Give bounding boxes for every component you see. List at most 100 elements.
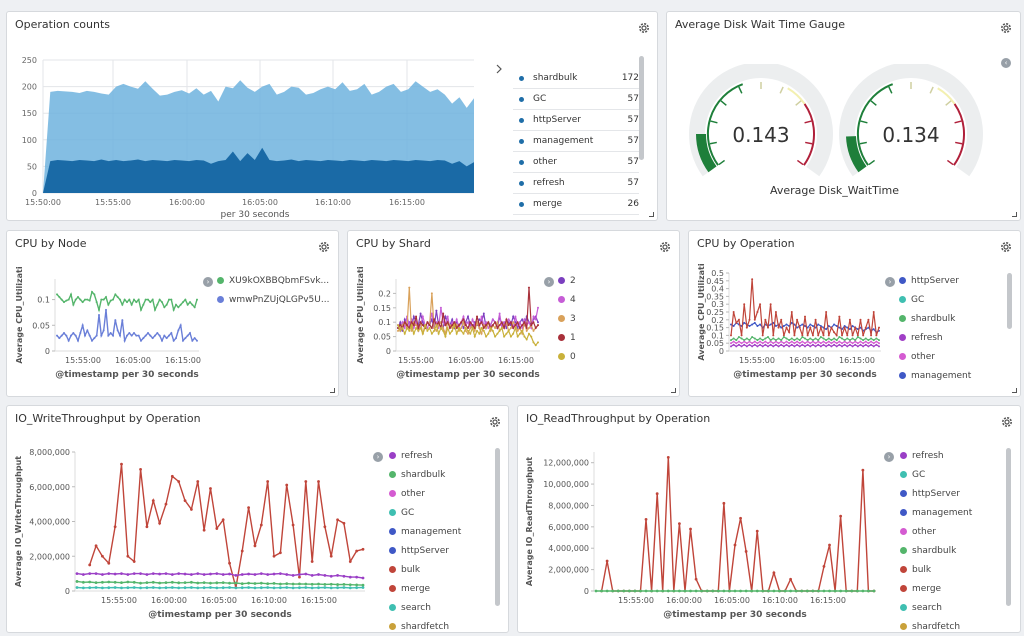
data-point: [501, 327, 503, 329]
data-point: [422, 315, 424, 317]
legend-scrollbar[interactable]: [495, 448, 500, 606]
data-point: [460, 321, 462, 323]
legend-item[interactable]: shardbulk: [900, 541, 1005, 560]
x-tick-label: 16:05:00: [115, 356, 151, 365]
legend-scrollbar[interactable]: [1007, 273, 1012, 329]
legend-item[interactable]: merge: [389, 579, 494, 598]
gear-icon[interactable]: [637, 21, 651, 35]
data-point: [786, 341, 788, 343]
legend-item[interactable]: wmwPnZUjQLGPv5U...: [217, 290, 335, 309]
legend-item[interactable]: refresh: [899, 328, 999, 347]
data-point: [873, 342, 875, 344]
legend-toggle-icon[interactable]: ›: [544, 277, 554, 287]
legend-item[interactable]: 1: [558, 328, 638, 347]
resize-handle[interactable]: [330, 388, 335, 393]
legend-item[interactable]: GC: [899, 290, 999, 309]
chevron-right-icon[interactable]: [495, 64, 503, 74]
gear-icon[interactable]: [999, 240, 1013, 254]
legend-item[interactable]: merge: [900, 579, 1005, 598]
data-point: [825, 311, 827, 313]
data-point: [743, 303, 745, 305]
legend-item[interactable]: other: [899, 347, 999, 366]
legend-item[interactable]: other: [900, 522, 1005, 541]
legend-item[interactable]: httpServer: [900, 484, 1005, 503]
legend-toggle-icon[interactable]: ›: [203, 277, 213, 287]
legend-item[interactable]: GC: [900, 465, 1005, 484]
gear-icon[interactable]: [999, 21, 1013, 35]
legend-item[interactable]: bulk: [900, 560, 1005, 579]
legend-item[interactable]: search: [389, 598, 494, 617]
resize-handle[interactable]: [1012, 212, 1017, 217]
legend-item[interactable]: shardfetch: [900, 617, 1005, 636]
legend-item[interactable]: shardbulk: [389, 465, 494, 484]
data-point: [841, 338, 843, 340]
data-point: [767, 342, 769, 344]
legend-item[interactable]: httpServer: [899, 271, 999, 290]
legend-item[interactable]: GC: [389, 503, 494, 522]
data-point: [764, 338, 766, 340]
legend-item[interactable]: management: [899, 366, 999, 385]
legend-item[interactable]: refresh: [900, 446, 1005, 465]
data-point: [93, 293, 95, 295]
data-point: [483, 330, 485, 332]
legend-item[interactable]: other: [389, 484, 494, 503]
data-point: [95, 572, 98, 575]
legend-item[interactable]: 2: [558, 271, 638, 290]
legend-toggle-icon[interactable]: ›: [885, 277, 895, 287]
x-tick-label: 15:55:00: [618, 596, 654, 605]
legend-item[interactable]: shardfetch: [389, 617, 494, 636]
legend-item[interactable]: management: [389, 522, 494, 541]
data-point: [526, 327, 528, 329]
data-point: [875, 334, 877, 336]
data-point: [532, 330, 534, 332]
data-point: [285, 586, 288, 589]
data-point: [759, 338, 761, 340]
data-point: [530, 336, 532, 338]
legend-item[interactable]: management: [900, 503, 1005, 522]
y-tick-label: 0.2: [711, 316, 724, 325]
legend-item[interactable]: 0: [558, 347, 638, 366]
legend-label: 4: [570, 295, 576, 305]
legend-item[interactable]: XU9kOXBBQbmFSvk...: [217, 271, 335, 290]
legend-item[interactable]: search: [900, 598, 1005, 617]
legend-item[interactable]: bulk: [389, 560, 494, 579]
data-point: [678, 590, 681, 593]
data-point: [95, 586, 98, 589]
legend-scrollbar[interactable]: [1006, 448, 1011, 606]
data-point: [133, 332, 135, 334]
legend-item[interactable]: 3: [558, 309, 638, 328]
data-point: [535, 318, 537, 320]
legend-item[interactable]: httpServer: [389, 541, 494, 560]
data-point: [196, 572, 199, 575]
data-point: [483, 313, 485, 315]
data-point: [110, 332, 112, 334]
table-scrollbar[interactable]: [639, 56, 644, 160]
data-point: [778, 342, 780, 344]
legend-toggle-icon[interactable]: ›: [884, 452, 894, 462]
gear-icon[interactable]: [488, 415, 502, 429]
data-point: [815, 342, 817, 344]
resize-handle[interactable]: [671, 388, 676, 393]
legend-item[interactable]: refresh: [389, 446, 494, 465]
panel-title: CPU by Operation: [697, 237, 795, 250]
legend-toggle-icon[interactable]: ›: [373, 452, 383, 462]
data-point: [279, 586, 282, 589]
legend-item[interactable]: 4: [558, 290, 638, 309]
gear-icon[interactable]: [658, 240, 672, 254]
data-point: [734, 544, 737, 547]
legend-item[interactable]: shardbulk: [899, 309, 999, 328]
resize-handle[interactable]: [649, 212, 654, 217]
gear-icon[interactable]: [1000, 415, 1014, 429]
data-point: [789, 578, 792, 581]
resize-handle[interactable]: [1012, 388, 1017, 393]
data-point: [119, 335, 121, 337]
data-point: [440, 307, 442, 309]
gear-icon[interactable]: [317, 240, 331, 254]
